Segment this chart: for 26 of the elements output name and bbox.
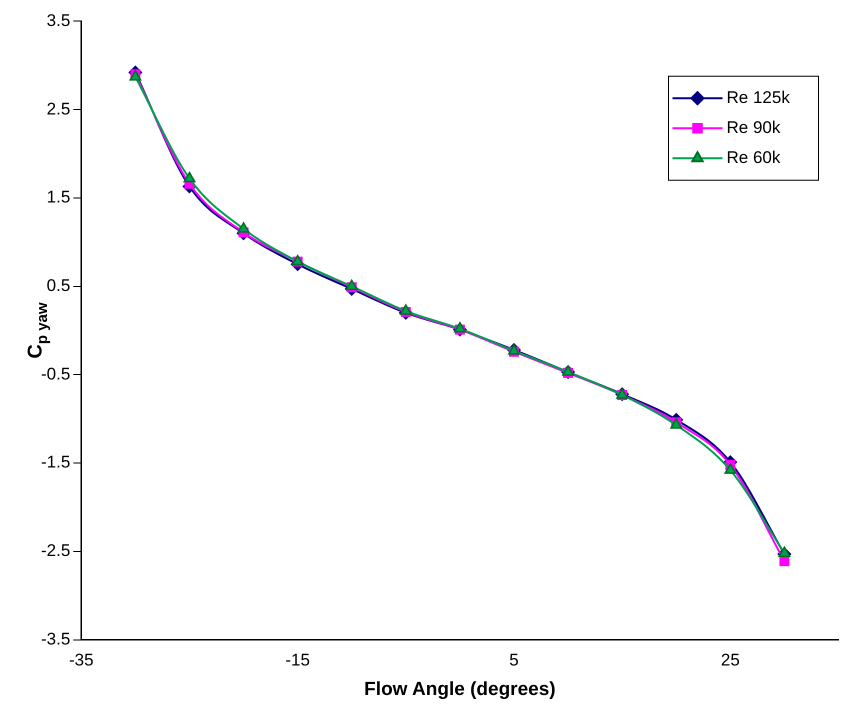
point — [778, 546, 790, 557]
x-tick-label: -35 — [69, 650, 94, 670]
point — [779, 556, 790, 566]
y-axis-title: Cp yaw — [24, 302, 52, 359]
x-tick-label: 25 — [720, 650, 740, 670]
y-tick-label: 1.5 — [46, 188, 70, 207]
point — [454, 322, 466, 332]
x-tick-label: -15 — [285, 650, 310, 670]
y-tick-label: 0.5 — [46, 276, 70, 295]
y-tick-label: -1.5 — [40, 452, 70, 472]
y-tick-label: -0.5 — [40, 364, 70, 384]
point — [184, 172, 196, 182]
x-tick-label: 5 — [509, 650, 519, 670]
point — [238, 222, 250, 233]
point — [562, 365, 574, 376]
y-tick-label: -2.5 — [40, 541, 70, 560]
legend-label: Re 125k — [726, 88, 790, 107]
legend-label: Re 90k — [726, 118, 781, 137]
y-tick-label: 3.5 — [46, 10, 70, 30]
y-tick-label: -3.5 — [40, 629, 70, 648]
legend-label: Re 60k — [726, 148, 781, 167]
x-axis-title: Flow Angle (degrees) — [364, 678, 556, 700]
y-tick-label: 2.5 — [46, 99, 70, 118]
point — [400, 304, 412, 315]
point — [346, 280, 358, 290]
point — [724, 463, 736, 474]
